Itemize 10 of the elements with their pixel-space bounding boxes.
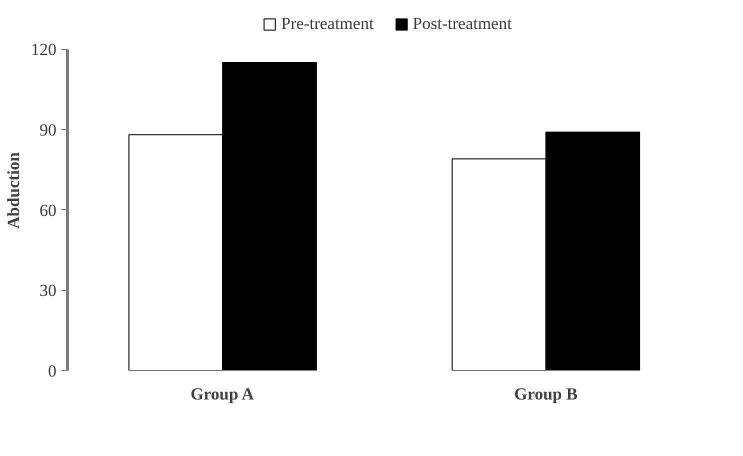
legend-label: Pre-treatment [281, 14, 374, 34]
x-tick-label: Group A [190, 384, 255, 404]
y-tick-label: 0 [48, 362, 56, 380]
y-tick-label: 30 [40, 281, 56, 300]
y-axis-title: Abduction [4, 152, 23, 229]
y-tick-label: 90 [40, 120, 56, 140]
x-tick-label: Group B [514, 384, 578, 404]
legend-label: Post-treatment [412, 14, 512, 34]
y-tick-label: 60 [40, 200, 56, 220]
y-tick-label: 120 [31, 40, 56, 60]
